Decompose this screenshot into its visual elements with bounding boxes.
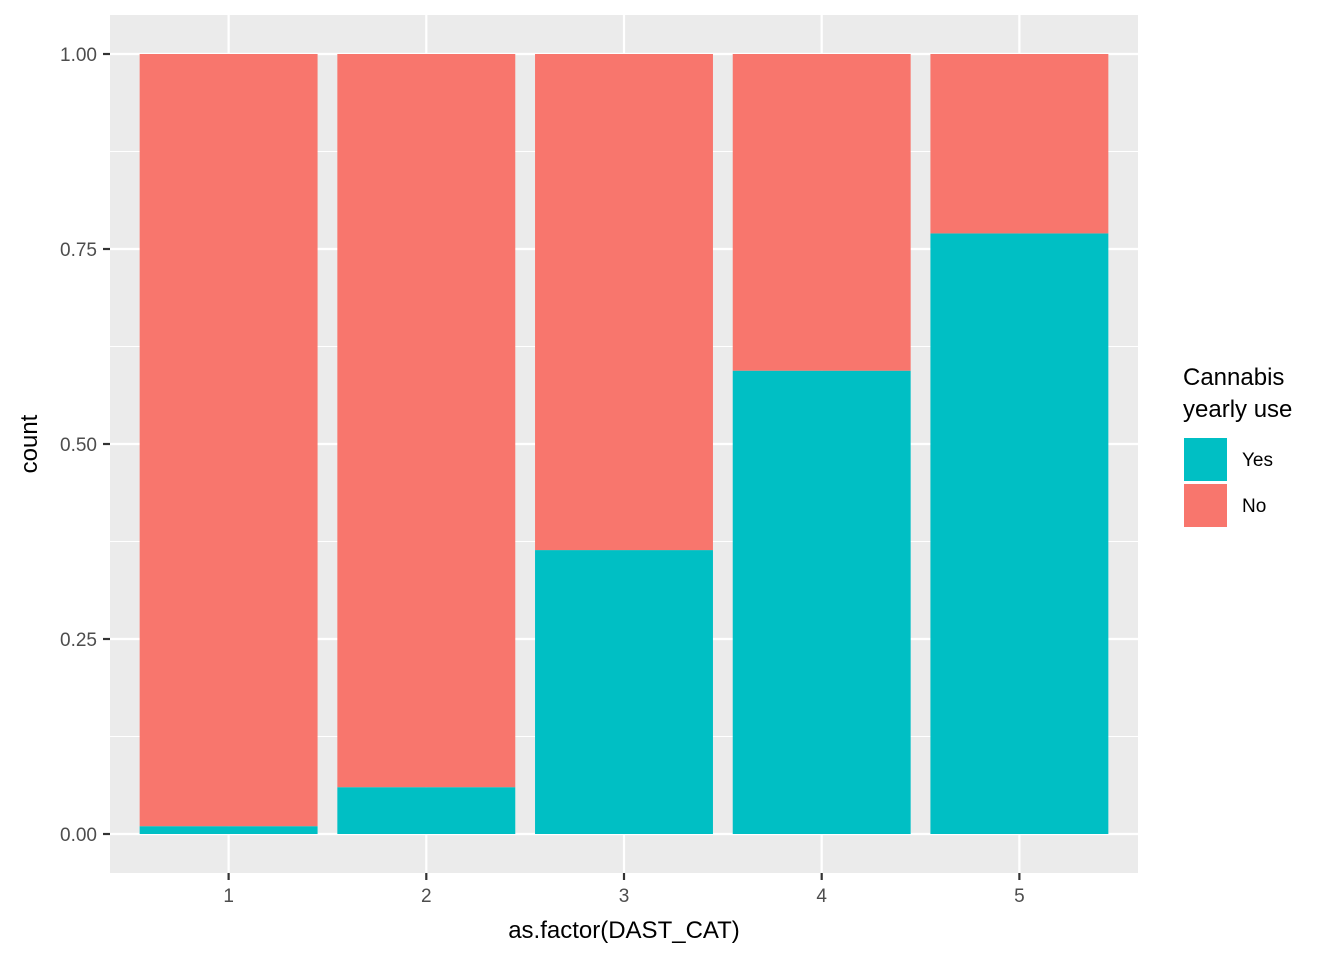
x-axis: 1 2 3 4 5 xyxy=(223,873,1025,907)
x-tick-label: 1 xyxy=(223,886,234,907)
legend-key-no xyxy=(1184,484,1227,527)
bar-yes-cat-5 xyxy=(930,233,1109,834)
legend-title-line-2: yearly use xyxy=(1183,396,1292,423)
bar-no-cat-1 xyxy=(139,54,318,827)
y-tick-label: 0.25 xyxy=(60,630,97,651)
y-tick-label: 0.75 xyxy=(60,240,97,261)
x-tick-label: 5 xyxy=(1014,886,1025,907)
x-tick-label: 2 xyxy=(421,886,432,907)
bar-no-cat-5 xyxy=(930,54,1109,234)
bar-yes-cat-2 xyxy=(337,787,516,834)
y-tick-label: 0.50 xyxy=(60,435,97,456)
legend-label-no: No xyxy=(1242,496,1266,517)
x-tick-label: 3 xyxy=(619,886,630,907)
bar-no-cat-3 xyxy=(535,54,713,551)
legend-title-line-1: Cannabis xyxy=(1183,364,1284,391)
bar-yes-cat-3 xyxy=(535,550,713,834)
x-axis-title: as.factor(DAST_CAT) xyxy=(508,917,740,944)
legend-key-yes xyxy=(1184,438,1227,481)
bar-yes-cat-1 xyxy=(139,826,318,834)
y-tick-label: 0.00 xyxy=(60,825,97,846)
y-tick-label: 1.00 xyxy=(60,45,97,66)
legend: Cannabis yearly use Yes No xyxy=(1183,364,1292,527)
y-axis: 0.00 0.25 0.50 0.75 1.00 xyxy=(60,45,110,846)
x-tick-label: 4 xyxy=(816,886,827,907)
y-axis-title: count xyxy=(16,414,43,473)
bar-yes-cat-4 xyxy=(732,370,911,834)
legend-label-yes: Yes xyxy=(1242,450,1273,471)
bar-no-cat-2 xyxy=(337,54,516,788)
bar-no-cat-4 xyxy=(732,54,911,371)
bars xyxy=(139,54,1109,834)
